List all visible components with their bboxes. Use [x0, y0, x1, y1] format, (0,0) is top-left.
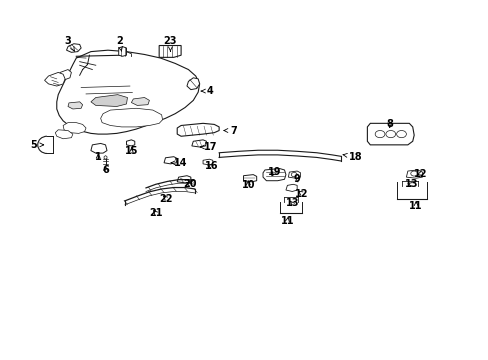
PathPatch shape: [203, 159, 212, 165]
Text: 7: 7: [224, 126, 237, 135]
Text: 20: 20: [183, 179, 196, 189]
Text: 17: 17: [200, 142, 217, 152]
Text: 4: 4: [201, 86, 213, 96]
Text: 2: 2: [116, 36, 122, 51]
Text: 15: 15: [124, 145, 138, 156]
Text: 23: 23: [163, 36, 177, 51]
PathPatch shape: [288, 171, 300, 178]
Text: 16: 16: [204, 161, 218, 171]
PathPatch shape: [68, 102, 82, 109]
PathPatch shape: [91, 143, 107, 153]
Text: 1: 1: [95, 152, 102, 162]
PathPatch shape: [104, 156, 107, 159]
PathPatch shape: [243, 175, 256, 182]
Text: 3: 3: [64, 36, 74, 51]
Text: 13: 13: [285, 198, 299, 208]
Text: 11: 11: [408, 201, 422, 211]
PathPatch shape: [177, 123, 219, 136]
PathPatch shape: [119, 46, 126, 56]
PathPatch shape: [285, 184, 297, 192]
PathPatch shape: [55, 130, 73, 139]
PathPatch shape: [126, 140, 135, 146]
Text: 12: 12: [295, 189, 308, 199]
PathPatch shape: [366, 123, 413, 145]
Text: 22: 22: [160, 194, 173, 204]
Text: 21: 21: [149, 208, 162, 218]
PathPatch shape: [263, 168, 285, 181]
PathPatch shape: [58, 69, 71, 80]
PathPatch shape: [177, 176, 190, 183]
Text: 13: 13: [404, 179, 417, 189]
PathPatch shape: [163, 157, 177, 164]
PathPatch shape: [101, 108, 162, 127]
Text: 10: 10: [241, 180, 255, 190]
Text: 14: 14: [171, 158, 187, 168]
PathPatch shape: [406, 170, 422, 178]
PathPatch shape: [186, 78, 199, 90]
PathPatch shape: [57, 50, 199, 134]
Text: 6: 6: [102, 165, 109, 175]
Text: 19: 19: [267, 167, 281, 177]
PathPatch shape: [131, 98, 149, 105]
PathPatch shape: [191, 140, 206, 147]
Text: 8: 8: [386, 120, 392, 129]
Text: 18: 18: [343, 152, 362, 162]
PathPatch shape: [63, 123, 86, 134]
Text: 5: 5: [30, 140, 43, 150]
PathPatch shape: [91, 95, 127, 107]
Text: 11: 11: [280, 216, 294, 226]
Text: 12: 12: [413, 168, 427, 179]
Text: 9: 9: [293, 174, 300, 184]
PathPatch shape: [44, 72, 65, 86]
PathPatch shape: [159, 45, 181, 57]
PathPatch shape: [66, 44, 81, 52]
